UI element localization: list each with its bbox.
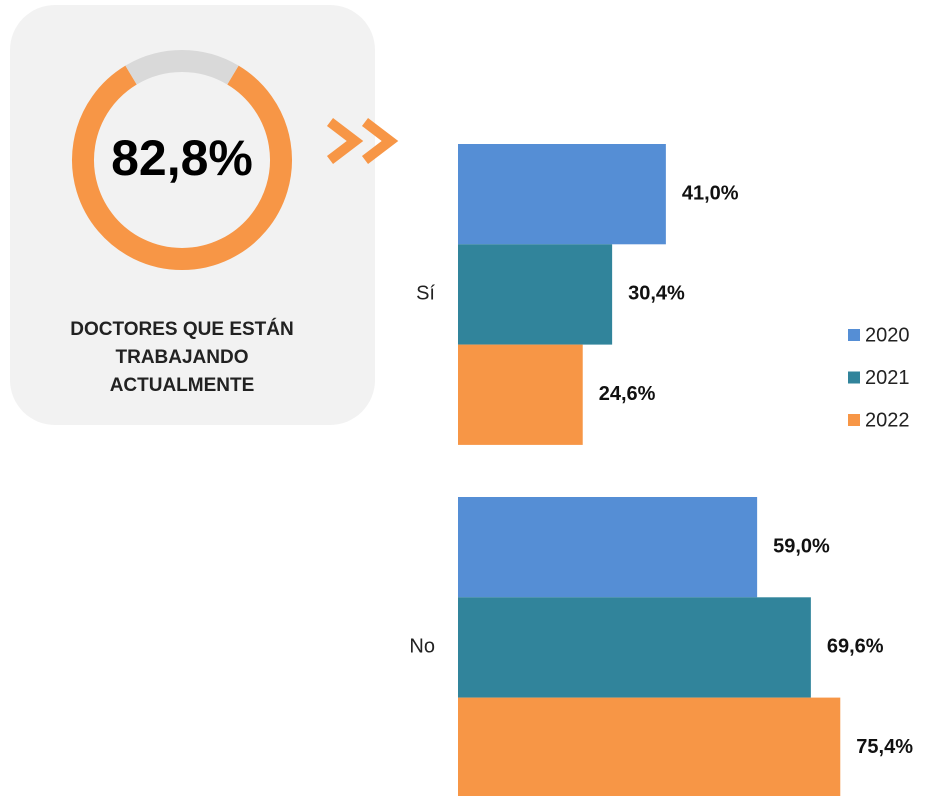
bar <box>458 697 841 796</box>
value-label: 30,4% <box>628 283 685 305</box>
donut-segment <box>72 65 292 270</box>
bar <box>458 144 666 245</box>
bar <box>458 497 758 598</box>
legend-label: 2021 <box>865 367 910 389</box>
bar <box>458 244 613 345</box>
donut-center-label: 82,8% <box>111 130 253 186</box>
arrow-icon <box>326 118 399 164</box>
legend-label: 2020 <box>865 324 910 346</box>
value-label: 24,6% <box>599 383 656 405</box>
legend-swatch <box>848 371 860 384</box>
category-label: Sí <box>416 283 435 305</box>
bar <box>458 344 583 445</box>
value-label: 41,0% <box>682 182 739 204</box>
category-label: No <box>409 636 435 658</box>
donut-segment <box>125 50 239 85</box>
legend-label: 2022 <box>865 409 910 431</box>
donut-caption: DOCTORES QUE ESTÁN TRABAJANDO ACTUALMENT… <box>70 319 294 396</box>
legend-swatch <box>848 414 860 426</box>
value-label: 59,0% <box>773 535 830 557</box>
bar <box>458 597 811 698</box>
legend-swatch <box>848 329 860 341</box>
value-label: 75,4% <box>856 736 913 758</box>
value-label: 69,6% <box>827 636 884 658</box>
